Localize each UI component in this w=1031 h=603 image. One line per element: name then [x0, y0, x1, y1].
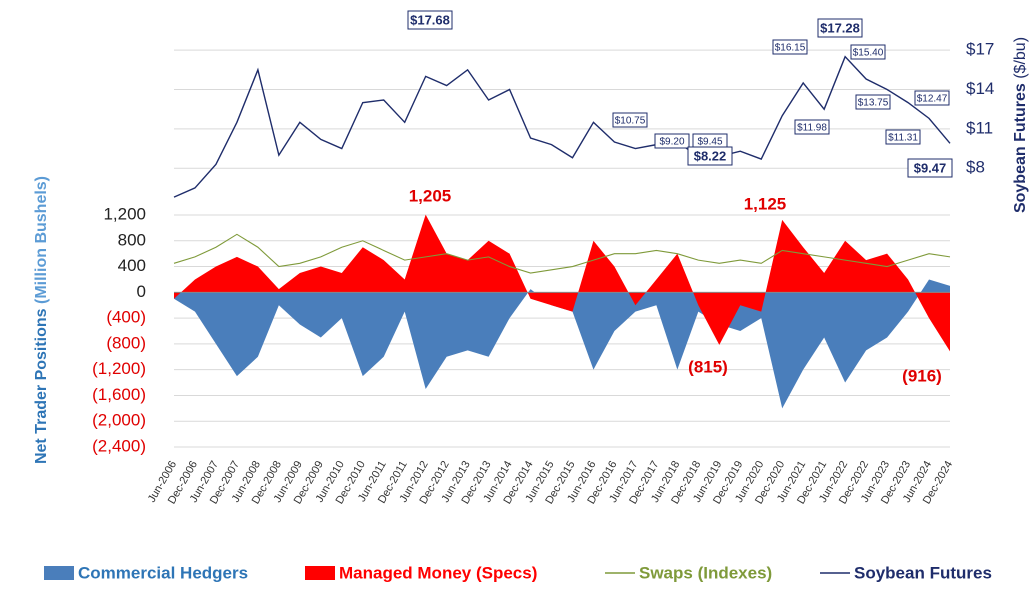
price-label: $9.45 — [697, 137, 722, 148]
price-label: $11.31 — [888, 133, 918, 144]
y-tick-label: 1,200 — [103, 204, 146, 223]
y-tick-label: (1,200) — [92, 359, 146, 378]
price-label: $10.75 — [615, 116, 646, 127]
price-label-box — [855, 94, 891, 110]
y-axis-title: Net Trader Positions (Million Bushels) — [33, 176, 50, 464]
price-label-box — [907, 158, 953, 178]
y2-axis-title-main: Soybean Futures — [1012, 83, 1029, 213]
y-tick-label: (2,000) — [92, 411, 146, 430]
legend-label: Managed Money (Specs) — [339, 563, 537, 582]
y-axis-title-unit: (Million Bushels) — [33, 176, 50, 304]
y-tick-label: 0 — [137, 282, 146, 301]
area — [174, 279, 950, 409]
y2-axis-title-unit: ($/bu) — [1012, 37, 1029, 79]
y-axis-title-main: Net Trader Positions — [33, 308, 50, 464]
y-tick-label: 400 — [118, 256, 146, 275]
price-label: $9.20 — [659, 137, 684, 148]
price-label: $17.68 — [410, 12, 450, 27]
legend-swatch — [305, 566, 335, 580]
legend-label: Swaps (Indexes) — [639, 563, 772, 582]
position-label: 1,125 — [744, 194, 787, 213]
line — [173, 55, 951, 198]
price-label: $17.28 — [820, 20, 860, 35]
y2-tick-label: $11 — [966, 118, 993, 137]
price-label-box — [687, 146, 733, 166]
y2-tick-label: $8 — [966, 158, 985, 177]
y2-tick-label: $17 — [966, 40, 994, 59]
y-tick-label: (800) — [106, 333, 146, 352]
price-label-box — [885, 129, 921, 145]
price-label: $12.47 — [917, 94, 948, 105]
price-label: $13.75 — [858, 98, 889, 109]
position-label: 1,205 — [409, 186, 452, 205]
price-label: $9.47 — [914, 160, 947, 175]
position-label: (916) — [902, 366, 942, 385]
y2-tick-label: $14 — [966, 79, 994, 98]
price-label-box — [612, 112, 648, 128]
y2-axis-title: Soybean Futures ($/bu) — [1012, 37, 1029, 213]
price-label: $8.22 — [694, 148, 727, 163]
price-label: $16.15 — [775, 43, 806, 54]
area — [174, 214, 950, 352]
price-label-box — [817, 18, 863, 38]
price-label: $15.40 — [853, 48, 884, 59]
price-label: $11.98 — [797, 123, 827, 134]
y-tick-label: 800 — [118, 230, 146, 249]
legend-swatch — [44, 566, 74, 580]
y-tick-label: (400) — [106, 308, 146, 327]
y-tick-label: (2,400) — [92, 436, 146, 455]
price-label-box — [772, 39, 808, 55]
price-label-box — [914, 90, 950, 106]
price-label-box — [794, 119, 830, 135]
price-label-box — [407, 10, 453, 30]
line — [173, 233, 951, 274]
legend-label: Commercial Hedgers — [78, 563, 248, 582]
position-label: (815) — [688, 357, 728, 376]
legend-label: Soybean Futures — [854, 563, 992, 582]
price-label-box — [654, 133, 690, 149]
price-label-box — [850, 44, 886, 60]
y-tick-label: (1,600) — [92, 385, 146, 404]
